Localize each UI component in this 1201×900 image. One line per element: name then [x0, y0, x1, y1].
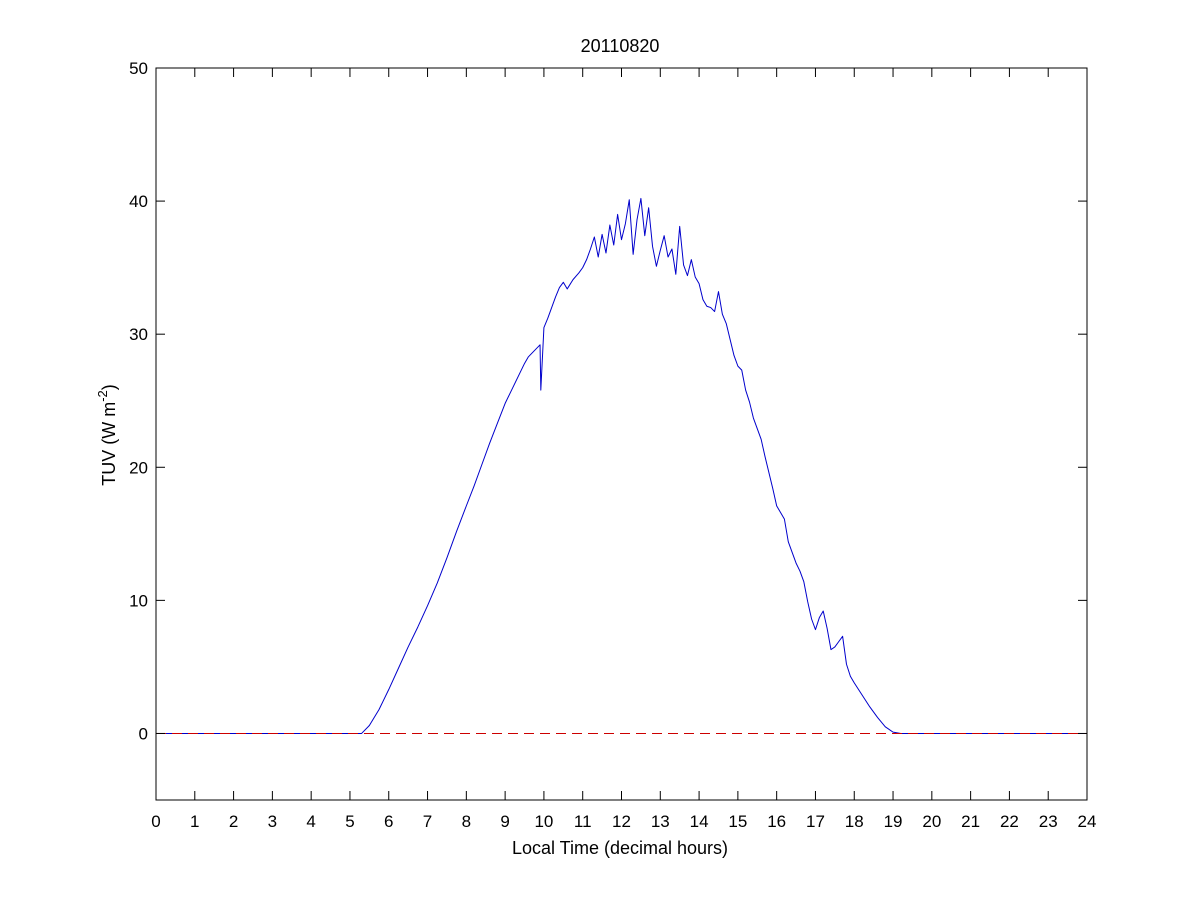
x-tick-label: 19 [884, 812, 903, 831]
x-tick-label: 0 [151, 812, 160, 831]
x-tick-label: 6 [384, 812, 393, 831]
y-axis-title: TUV (W m-2) [95, 384, 119, 486]
x-tick-label: 14 [690, 812, 709, 831]
x-tick-label: 1 [190, 812, 199, 831]
y-tick-label: 0 [139, 724, 148, 743]
x-tick-label: 3 [268, 812, 277, 831]
x-tick-label: 5 [345, 812, 354, 831]
y-tick-label: 20 [129, 458, 148, 477]
chart-title: 20110820 [581, 36, 660, 56]
x-tick-label: 18 [845, 812, 864, 831]
x-tick-label: 13 [651, 812, 670, 831]
x-tick-label: 11 [574, 812, 592, 831]
tick-layer: 0 1 2 3 4 5 6 7 8 9 10 11 12 13 14 15 16 17 18 19 20 21 22 23 24… [129, 59, 1096, 831]
x-tick-label: 12 [612, 812, 631, 831]
x-tick-label: 9 [500, 812, 509, 831]
x-tick-label: 24 [1078, 812, 1097, 831]
x-tick-label: 4 [306, 812, 315, 831]
y-axis-title-suffix: ) [99, 384, 119, 390]
x-tick-label: 20 [922, 812, 941, 831]
x-tick-label: 21 [961, 812, 980, 831]
x-tick-label: 16 [767, 812, 786, 831]
y-axis-title-superscript: -2 [95, 390, 110, 402]
x-tick-label: 7 [423, 812, 432, 831]
x-tick-label: 17 [806, 812, 825, 831]
series-layer [156, 197, 1087, 734]
x-tick-label: 15 [728, 812, 747, 831]
x-tick-label: 2 [229, 812, 238, 831]
tuv-series-line [156, 197, 1087, 734]
x-tick-label: 10 [534, 812, 553, 831]
y-tick-label: 50 [129, 59, 148, 78]
y-axis-title-main: TUV (W m [99, 402, 119, 486]
y-tick-label: 30 [129, 325, 148, 344]
x-tick-label: 23 [1039, 812, 1058, 831]
y-tick-label: 40 [129, 192, 148, 211]
x-axis-title: Local Time (decimal hours) [512, 838, 728, 858]
x-tick-label: 22 [1000, 812, 1019, 831]
y-tick-label: 10 [129, 591, 148, 610]
x-tick-label: 8 [462, 812, 471, 831]
